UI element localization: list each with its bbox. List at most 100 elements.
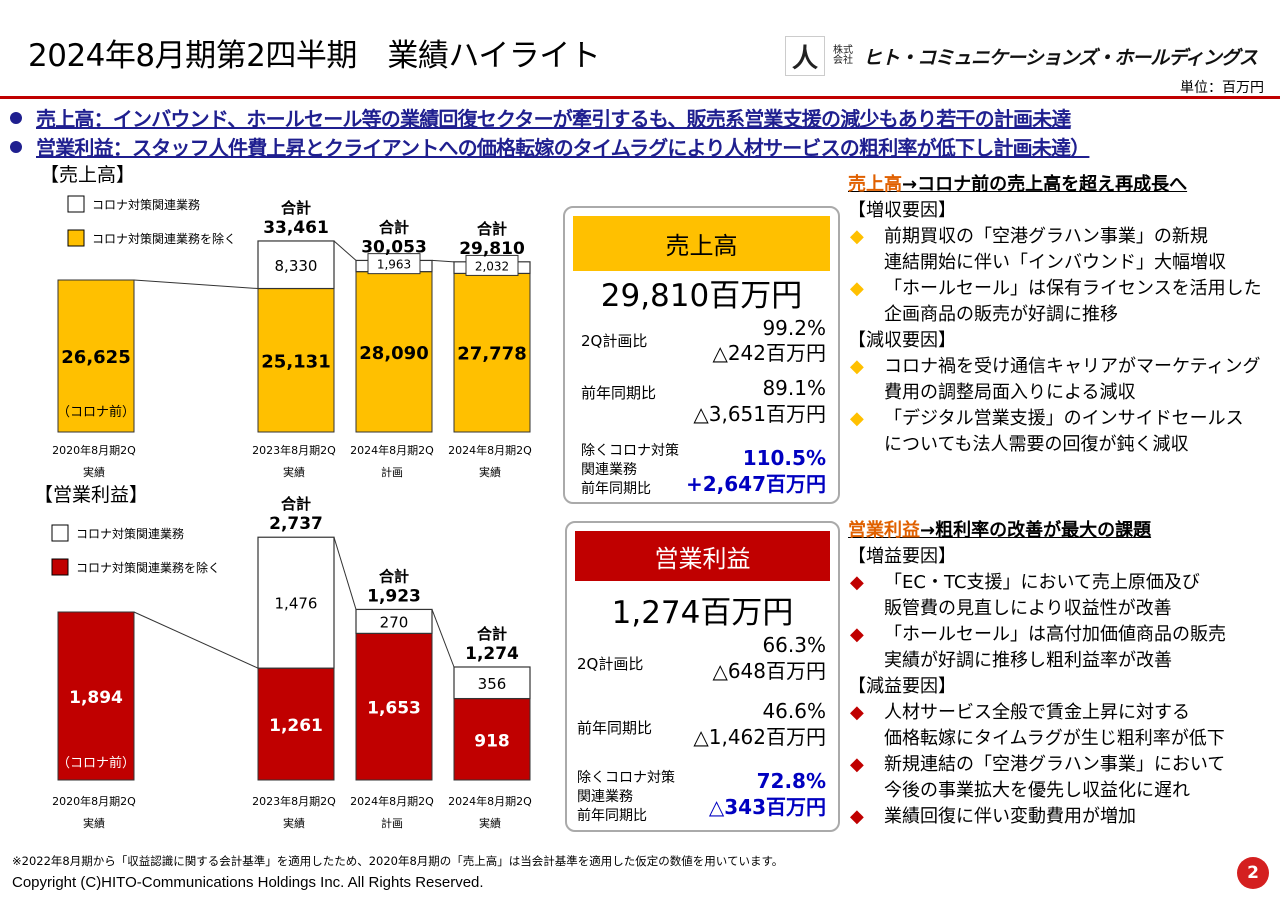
legend-label-non-covid: コロナ対策関連業務を除く bbox=[92, 231, 236, 246]
category-label-line2: 実績 bbox=[83, 465, 105, 479]
plan-diff: △242百万円 bbox=[712, 341, 826, 365]
header-divider bbox=[0, 96, 1280, 99]
factor-line: 販管費の見直しにより収益性が改善 bbox=[848, 596, 1273, 622]
ex-label: 除くコロナ対策 関連業務 前年同期比 bbox=[581, 443, 679, 497]
sales-summary-card: 売上高 29,810百万円 2Q計画比 99.2% △242百万円 前年同期比 … bbox=[563, 206, 840, 504]
unit-label: 単位：百万円 bbox=[1180, 80, 1264, 96]
diamond-bullet-icon: ◆ bbox=[850, 754, 864, 775]
bar-value-label: 27,778 bbox=[457, 344, 526, 365]
total-heading: 合計 bbox=[280, 199, 311, 217]
bar-covid-label: 1,963 bbox=[377, 258, 411, 272]
connector-line bbox=[333, 537, 357, 610]
plan-pct: 99.2% bbox=[762, 316, 826, 340]
category-label-line1: 2023年8月期2Q bbox=[252, 794, 336, 808]
heading-key: 営業利益 bbox=[848, 520, 920, 541]
bar-value-label: 26,625 bbox=[61, 347, 130, 368]
category-label-line2: 実績 bbox=[283, 816, 305, 830]
yoy-pct: 89.1% bbox=[762, 376, 826, 400]
factor-line: 今後の事業拡大を優先し収益化に遅れ bbox=[848, 778, 1273, 804]
bar-segment-non-covid bbox=[57, 611, 135, 781]
ex-pct: 110.5% bbox=[742, 446, 826, 470]
legend-swatch-covid bbox=[51, 524, 69, 542]
diamond-bullet-icon: ◆ bbox=[850, 356, 864, 377]
connector-line bbox=[133, 279, 259, 290]
headline-profit: 営業利益：スタッフ人件費上昇とクライアントへの価格転嫁のタイムラグにより人材サー… bbox=[10, 132, 1090, 161]
category-label-line1: 2024年8月期2Q bbox=[350, 443, 434, 457]
connector-line bbox=[133, 611, 259, 669]
total-value-label: 29,810 bbox=[459, 239, 525, 259]
factor-line: ◆ 「ホールセール」は高付加価値商品の販売 bbox=[848, 622, 1273, 648]
diamond-bullet-icon: ◆ bbox=[850, 702, 864, 723]
copyright: Copyright (C)HITO-Communications Holding… bbox=[12, 874, 484, 891]
bar-segment-non-covid bbox=[453, 698, 531, 781]
category-label-line1: 2023年8月期2Q bbox=[252, 443, 336, 457]
page-number: 2 bbox=[1237, 857, 1269, 889]
diamond-bullet-icon bbox=[850, 596, 872, 622]
bar-label-box bbox=[465, 254, 519, 276]
factor-line: ◆ 「EC・TC支援」において売上原価及び bbox=[848, 570, 1273, 596]
total-heading: 合計 bbox=[476, 220, 507, 238]
factor-text: 「デジタル営業支援」のインサイドセールス bbox=[884, 408, 1244, 429]
page-title: 2024年8月期第2四半期 業績ハイライト bbox=[28, 38, 601, 74]
total-value-label: 1,274 bbox=[465, 644, 519, 664]
headline-sales: 売上高：インバウンド、ホールセール等の業績回復セクターが牽引するも、販売系営業支… bbox=[10, 103, 1071, 132]
factor-line: ◆ コロナ禍を受け通信キャリアがマーケティング bbox=[848, 354, 1273, 380]
bar-value-label: 25,131 bbox=[261, 351, 330, 372]
category-label-line2: 実績 bbox=[479, 816, 501, 830]
card-title: 売上高 bbox=[573, 216, 830, 271]
bar-value-label: 1,653 bbox=[367, 699, 421, 719]
plan-pct: 66.3% bbox=[762, 633, 826, 657]
logo-mark-icon: 人 bbox=[785, 36, 825, 76]
profit-commentary: 営業利益→粗利率の改善が最大の課題 【増益要因】 ◆ 「EC・TC支援」において売上原… bbox=[848, 518, 1273, 830]
diamond-bullet-icon: ◆ bbox=[850, 408, 864, 429]
pre-covid-note: （コロナ前） bbox=[57, 755, 135, 771]
bar-value-label: 918 bbox=[474, 731, 510, 751]
card-amount: 29,810百万円 bbox=[600, 278, 803, 314]
plan-label: 2Q計画比 bbox=[581, 332, 648, 350]
yoy-label: 前年同期比 bbox=[577, 719, 653, 737]
category-label-line1: 2020年8月期2Q bbox=[52, 443, 136, 457]
bar-segment-non-covid bbox=[57, 279, 135, 433]
bar-covid-label: 2,032 bbox=[475, 259, 509, 273]
factor-line: 企画商品の販売が好調に推移 bbox=[848, 302, 1273, 328]
total-value-label: 1,923 bbox=[367, 586, 421, 606]
ex-diff: △343百万円 bbox=[708, 795, 826, 819]
diamond-bullet-icon: ◆ bbox=[850, 278, 864, 299]
total-heading: 合計 bbox=[378, 218, 409, 236]
diamond-bullet-icon bbox=[850, 432, 872, 458]
logo-prefix: 株式会社 bbox=[833, 45, 853, 66]
legend-swatch-covid bbox=[67, 195, 85, 213]
category-label-line2: 実績 bbox=[479, 465, 501, 479]
commentary-heading: 売上高→コロナ前の売上高を超え再成長へ bbox=[848, 172, 1273, 198]
diamond-bullet-icon: ◆ bbox=[850, 624, 864, 645]
factor-line: ◆ 業績回復に伴い変動費用が増加 bbox=[848, 804, 1273, 830]
factor-text: 新規連結の「空港グラハン事業」において bbox=[884, 754, 1226, 775]
factor-text: 人材サービス全般で賃金上昇に対する bbox=[884, 702, 1190, 723]
company-logo: 人 株式会社 ヒト・コミュニケーションズ・ホールディングス bbox=[785, 36, 1258, 76]
factor-text: 「ホールセール」は保有ライセンスを活用した bbox=[884, 278, 1262, 299]
profit-chart-title: 【営業利益】 bbox=[34, 484, 149, 506]
plan-label: 2Q計画比 bbox=[577, 655, 644, 673]
factor-text: についても法人需要の回復が鈍く減収 bbox=[884, 434, 1189, 455]
factor-label: 【減益要因】 bbox=[848, 676, 956, 697]
factor-text: 価格転嫁にタイムラグが生じ粗利率が低下 bbox=[884, 728, 1225, 749]
ex-pct: 72.8% bbox=[756, 769, 826, 793]
legend-label-covid: コロナ対策関連業務 bbox=[76, 527, 184, 541]
factor-line: 費用の調整局面入りによる減収 bbox=[848, 380, 1273, 406]
profit-summary-card: 営業利益 1,274百万円 2Q計画比 66.3% △648百万円 前年同期比 … bbox=[565, 521, 840, 832]
heading-rest: →コロナ前の売上高を超え再成長へ bbox=[902, 174, 1188, 195]
diamond-bullet-icon bbox=[850, 778, 872, 804]
factor-label: 【増益要因】 bbox=[848, 546, 956, 567]
bar-segment-non-covid bbox=[257, 667, 335, 781]
connector-line bbox=[431, 259, 455, 263]
total-value-label: 33,461 bbox=[263, 218, 329, 238]
category-label-line1: 2020年8月期2Q bbox=[52, 794, 136, 808]
bar-segment-covid bbox=[257, 240, 335, 290]
factor-text: 前期買収の「空港グラハン事業」の新規 bbox=[884, 226, 1208, 247]
card-title: 営業利益 bbox=[575, 531, 830, 581]
factor-text: 連結開始に伴い「インバウンド」大幅増収 bbox=[884, 252, 1226, 273]
bar-value-label: 1,261 bbox=[269, 716, 323, 736]
sales-commentary: 売上高→コロナ前の売上高を超え再成長へ 【増収要因】 ◆ 前期買収の「空港グラハン事業… bbox=[848, 172, 1273, 458]
diamond-bullet-icon bbox=[850, 302, 872, 328]
